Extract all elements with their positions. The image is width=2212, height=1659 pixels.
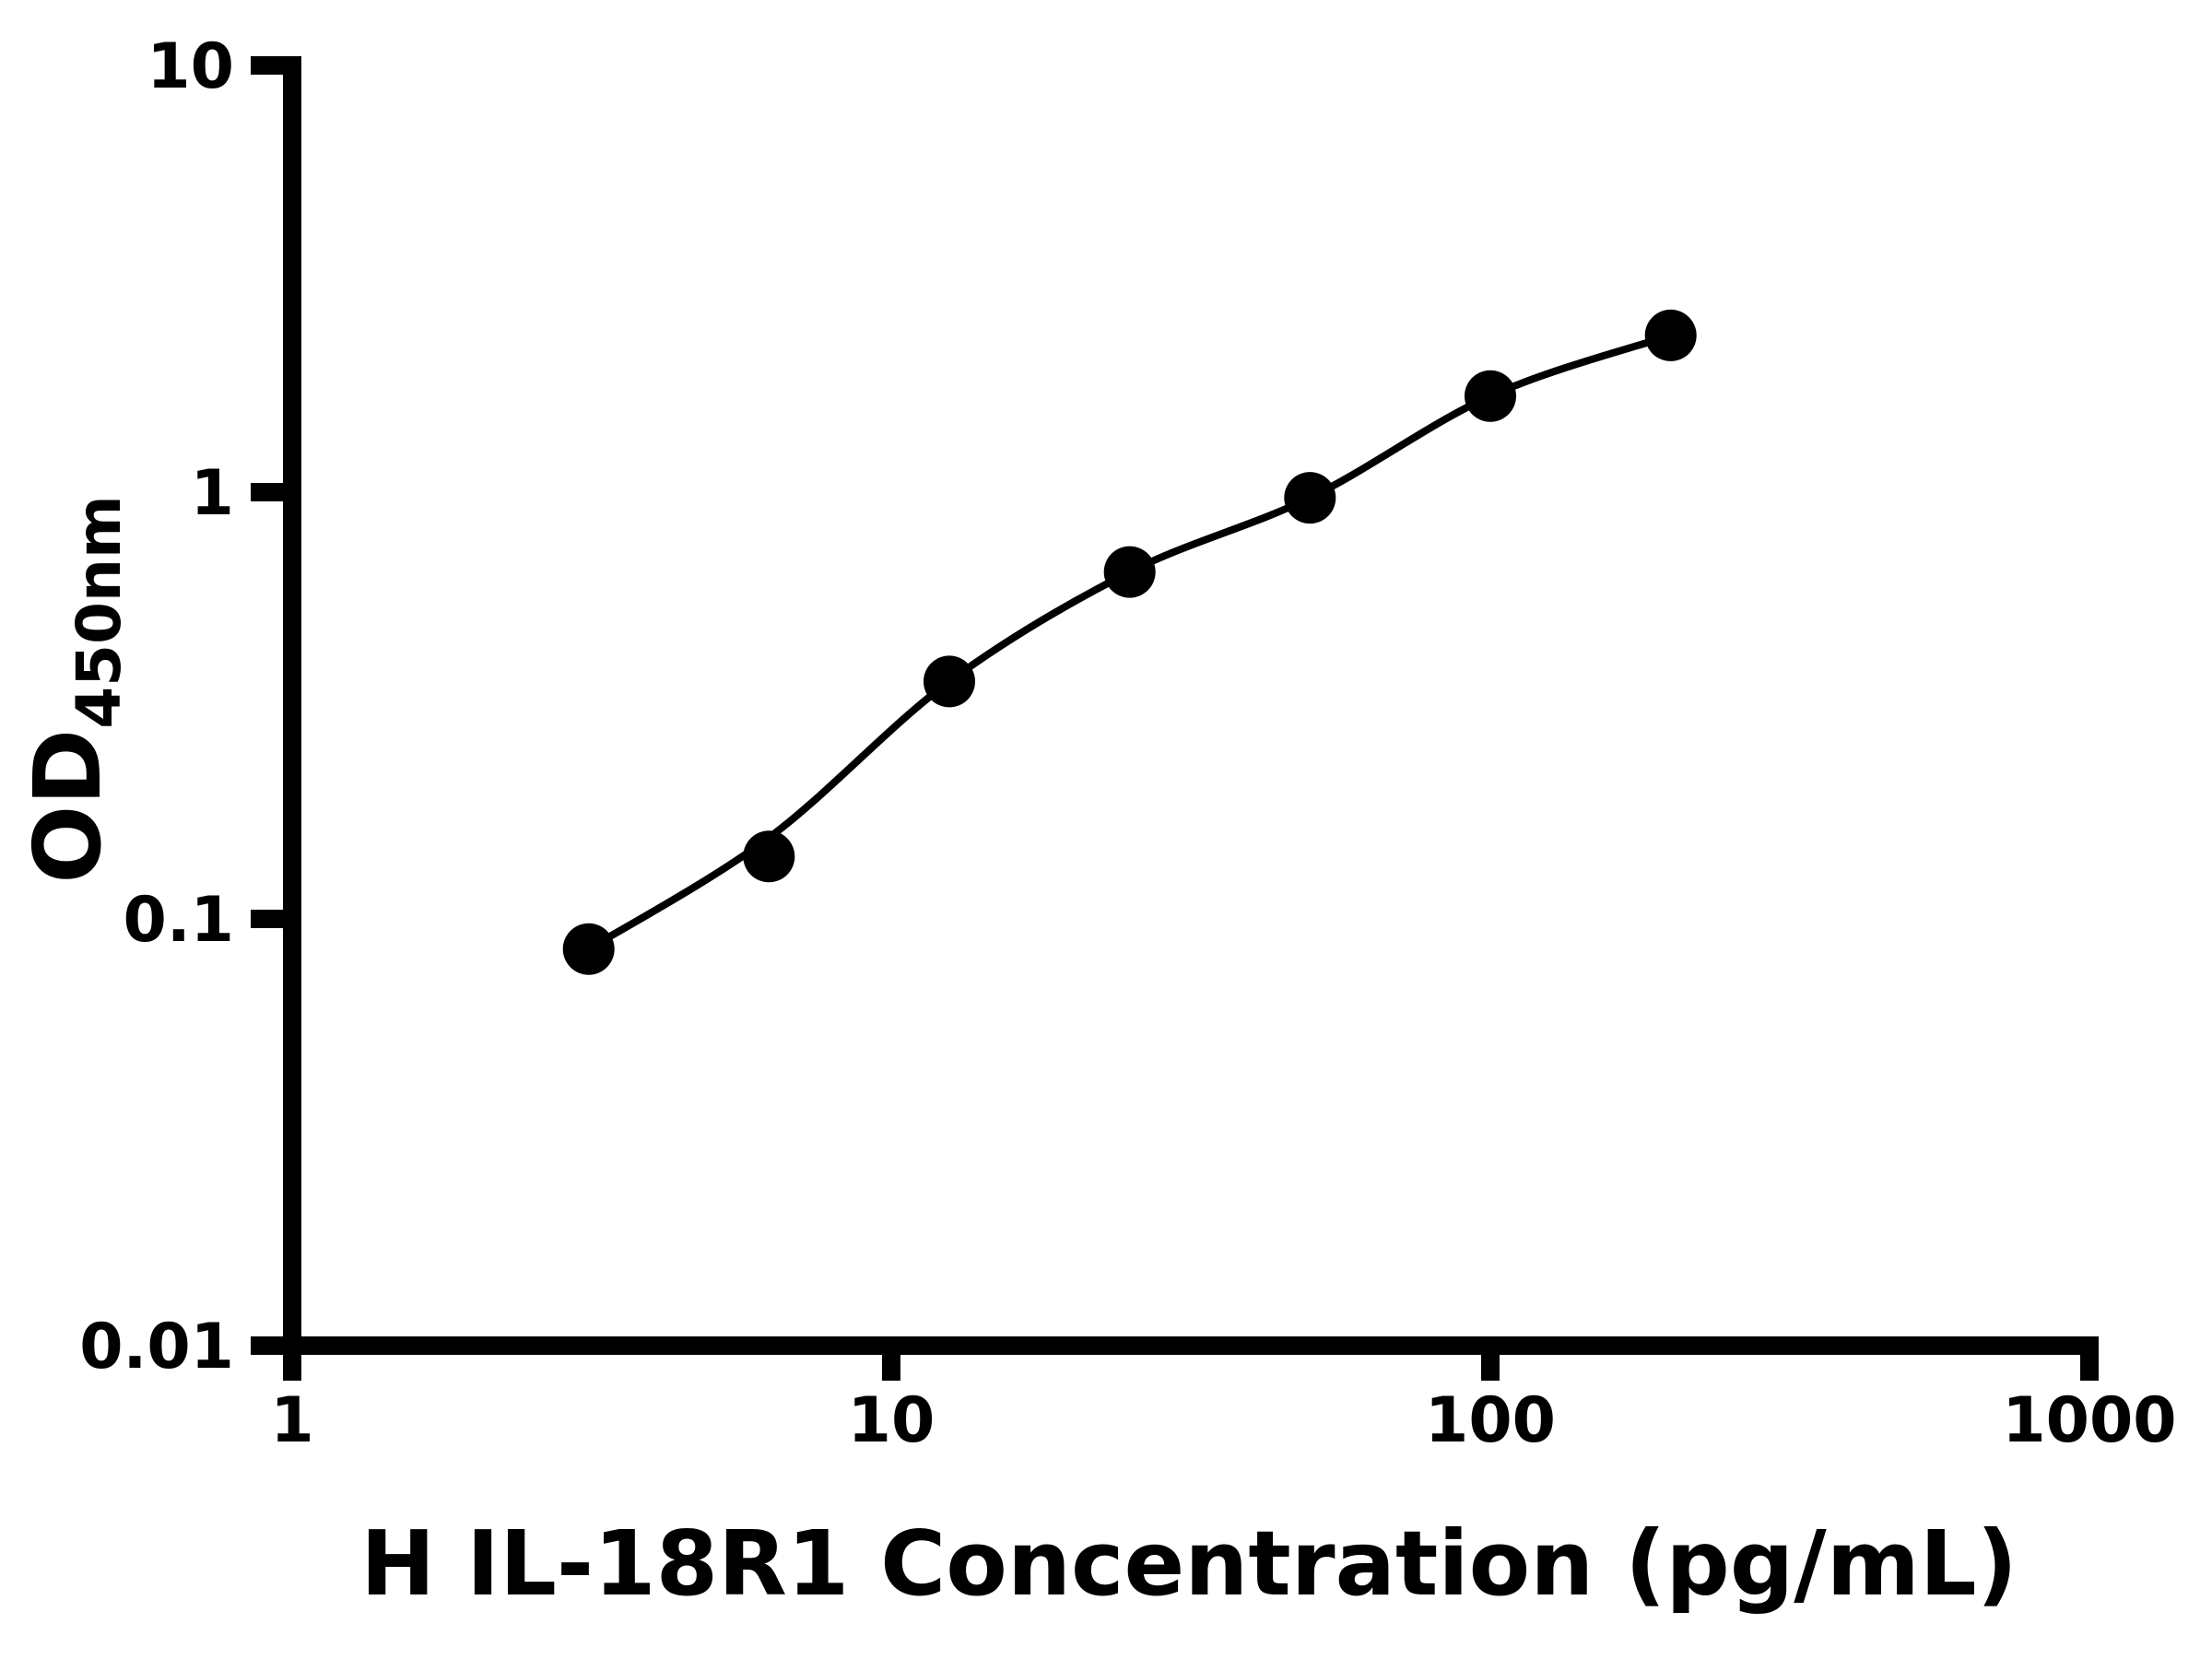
data-point-200 [1644, 309, 1697, 361]
data-point-12.5 [924, 655, 975, 708]
y-tick-label-1: 1 [191, 457, 234, 530]
y-tick-label-10: 10 [147, 30, 234, 103]
y-axis-title-subscript: 450nm [64, 495, 135, 729]
data-point-25 [1103, 546, 1156, 598]
y-axis-ticks: 10 1 0.1 0.01 [79, 30, 292, 1383]
data-point-100 [1465, 370, 1516, 422]
data-point-50 [1284, 472, 1336, 524]
data-points-group [562, 309, 1697, 975]
data-point-6.25 [743, 830, 795, 883]
x-axis-ticks: 1 10 100 1000 [270, 1346, 2177, 1457]
x-tick-label-100: 100 [1425, 1384, 1556, 1457]
x-axis-title: H IL-18R1 Concentration (pg/mL) [360, 1512, 2018, 1616]
y-axis-title: OD450nm [14, 495, 135, 884]
x-tick-label-1: 1 [270, 1384, 313, 1457]
data-point-3.125 [562, 923, 615, 975]
y-tick-label-0.1: 0.1 [124, 884, 234, 957]
y-axis-title-main: OD [14, 729, 122, 884]
y-tick-label-0.01: 0.01 [79, 1311, 234, 1383]
axes [283, 56, 2099, 1355]
x-tick-label-1000: 1000 [2002, 1384, 2176, 1457]
x-tick-label-10: 10 [848, 1384, 935, 1457]
